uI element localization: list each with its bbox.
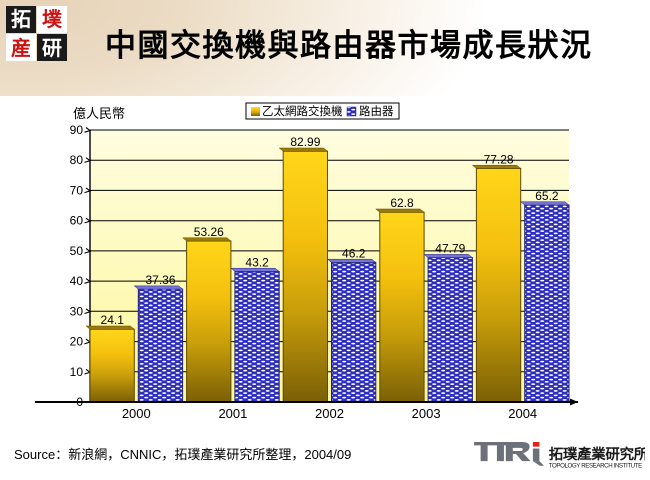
svg-text:20: 20	[70, 335, 84, 349]
svg-text:産: 産	[11, 36, 31, 60]
svg-text:43.2: 43.2	[245, 255, 269, 269]
svg-text:40: 40	[70, 274, 84, 288]
svg-text:37.36: 37.36	[145, 273, 175, 287]
svg-text:77.28: 77.28	[484, 152, 514, 166]
svg-text:億人民幣: 億人民幣	[73, 106, 125, 121]
svg-text:拓: 拓	[11, 8, 31, 31]
svg-text:80: 80	[70, 153, 84, 167]
svg-text:53.26: 53.26	[194, 225, 224, 239]
svg-text:2001: 2001	[218, 406, 247, 421]
svg-text:研: 研	[42, 38, 62, 60]
svg-text:2003: 2003	[412, 406, 441, 421]
svg-text:47.79: 47.79	[435, 242, 465, 256]
svg-text:82.99: 82.99	[290, 135, 320, 149]
svg-text:路由器: 路由器	[359, 104, 394, 118]
svg-text:70: 70	[70, 183, 84, 197]
svg-text:50: 50	[70, 244, 84, 258]
svg-text:2004: 2004	[508, 406, 537, 421]
svg-text:TOPOLOGY RESEARCH INSTITUTE: TOPOLOGY RESEARCH INSTITUTE	[549, 462, 642, 469]
svg-text:拓璞產業研究所: 拓璞產業研究所	[549, 445, 645, 463]
svg-text:60: 60	[70, 214, 84, 228]
svg-text:2002: 2002	[315, 406, 344, 421]
svg-text:62.8: 62.8	[390, 196, 414, 210]
svg-text:乙太網路交換機: 乙太網路交換機	[262, 104, 343, 118]
svg-text:90: 90	[70, 123, 84, 137]
svg-text:墣: 墣	[42, 8, 63, 31]
svg-text:30: 30	[70, 304, 84, 318]
svg-text:24.1: 24.1	[101, 313, 125, 327]
svg-text:2000: 2000	[122, 406, 151, 421]
svg-text:10: 10	[70, 365, 84, 379]
svg-text:46.2: 46.2	[342, 246, 366, 260]
svg-text:65.2: 65.2	[535, 189, 559, 203]
